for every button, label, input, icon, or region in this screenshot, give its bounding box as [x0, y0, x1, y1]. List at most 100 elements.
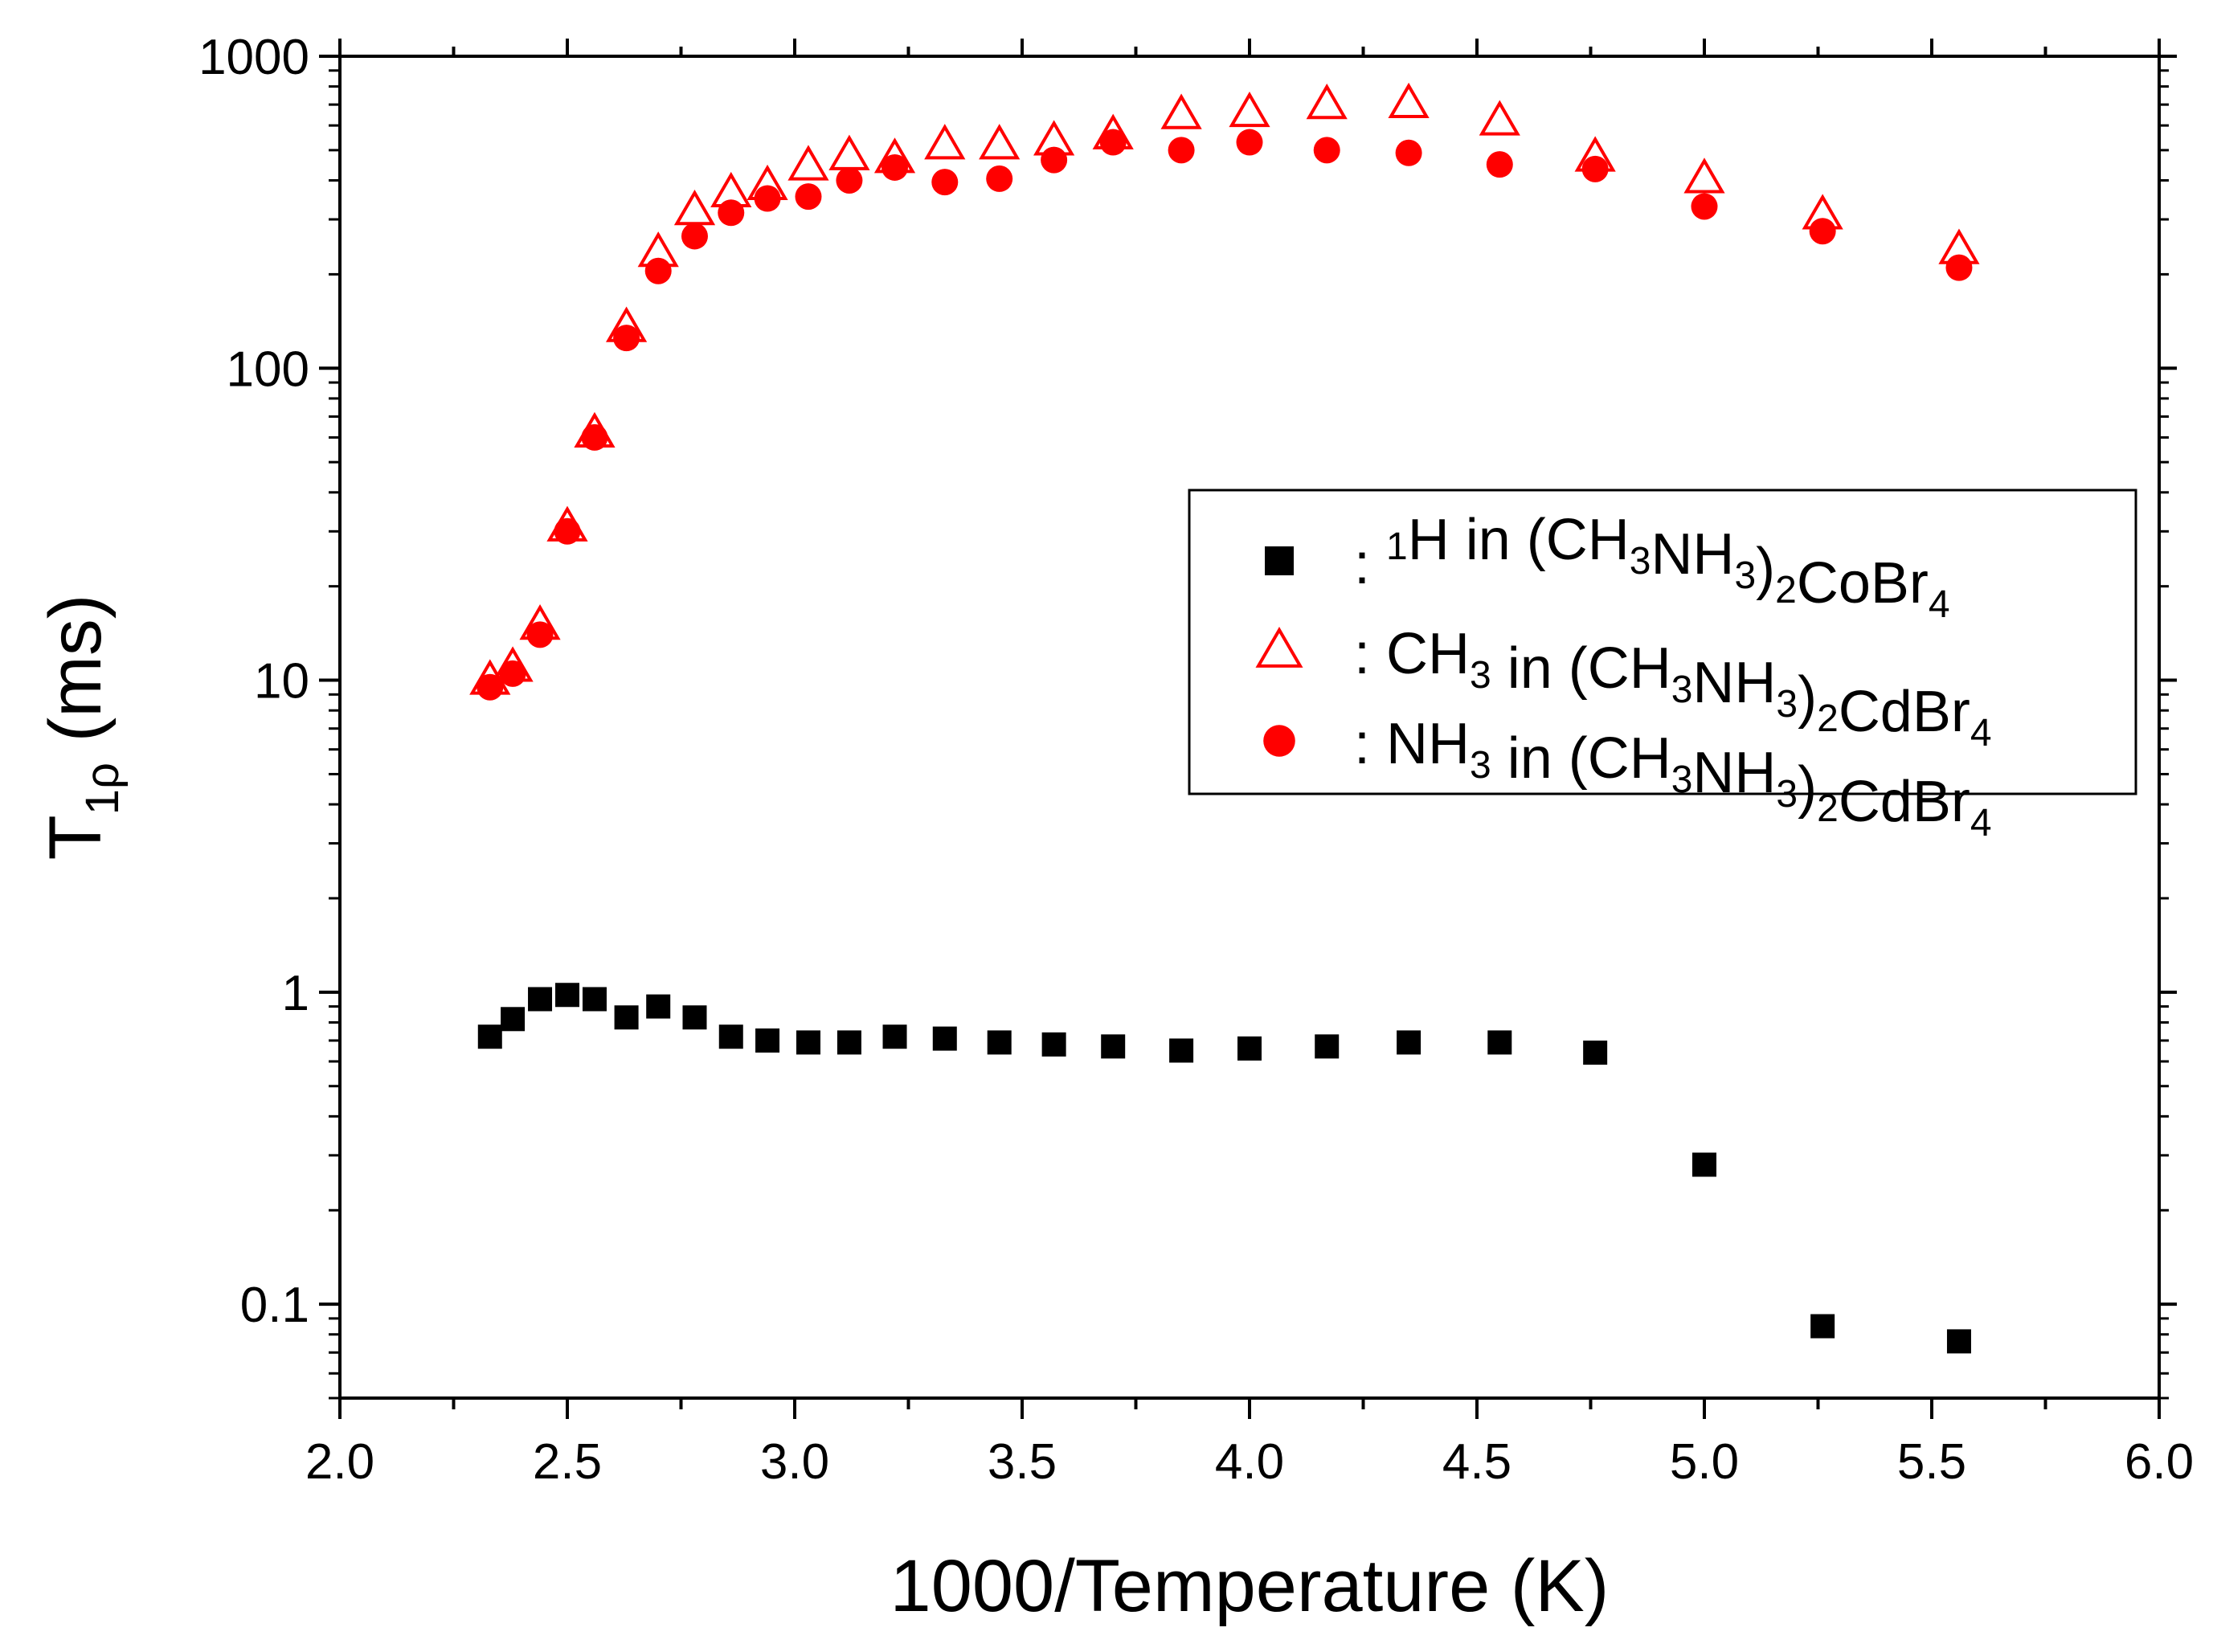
data-point — [614, 1005, 639, 1030]
x-tick-label: 4.0 — [1215, 1434, 1284, 1490]
data-point — [1315, 1034, 1340, 1059]
data-point — [1306, 84, 1348, 120]
data-point — [1041, 1032, 1066, 1057]
series-CoBr4-1H — [477, 983, 1971, 1354]
y-axis-title: T1ρ (ms) — [35, 595, 129, 861]
data-point — [787, 145, 829, 181]
data-point — [718, 199, 745, 227]
y-tick-label: 1000 — [198, 30, 309, 85]
y-ticks-group: 0.1 1 10 100 1000 — [198, 30, 2177, 1400]
legend-marker-CoBr4-1H — [1265, 546, 1294, 575]
data-point — [755, 1028, 780, 1053]
legend-marker-CdBr4-NH3 — [1263, 725, 1295, 757]
data-point — [1395, 139, 1422, 166]
legend-label-CdBr4-NH3: : NH3 in (CH3NH3)2CdBr4 — [1354, 712, 1992, 844]
x-tick-label: 3.5 — [988, 1434, 1057, 1490]
data-point — [646, 994, 671, 1019]
data-point — [526, 621, 554, 648]
data-point — [1168, 137, 1195, 164]
data-point — [710, 171, 752, 208]
x-tick-label: 3.0 — [760, 1434, 829, 1490]
x-tick-label: 5.5 — [1897, 1434, 1966, 1490]
data-point — [1101, 1034, 1126, 1059]
x-ticks-group: 2.0 2.5 3.0 3.5 4.0 4.5 5.0 5.5 6.0 — [305, 39, 2194, 1490]
data-point — [1802, 194, 1843, 230]
data-point — [1169, 1038, 1194, 1063]
data-point — [582, 987, 607, 1012]
data-point — [1479, 100, 1520, 136]
data-point — [637, 231, 679, 268]
data-point — [605, 306, 648, 342]
data-point — [469, 659, 511, 695]
data-point — [1691, 193, 1718, 220]
data-point — [828, 134, 870, 170]
data-point — [986, 165, 1013, 192]
data-point — [1486, 151, 1513, 178]
data-point — [1809, 218, 1836, 245]
data-point — [1487, 1030, 1512, 1055]
data-point — [492, 646, 534, 682]
data-point — [718, 1024, 743, 1049]
data-point — [1938, 228, 1980, 264]
data-point — [528, 987, 553, 1012]
data-point — [555, 983, 579, 1008]
data-point — [574, 411, 616, 448]
x-tick-label: 6.0 — [2125, 1434, 2194, 1490]
data-point — [1033, 120, 1075, 156]
data-point — [1160, 93, 1202, 129]
data-point — [932, 1026, 957, 1051]
y-tick-label: 10 — [254, 654, 309, 709]
data-point — [546, 505, 588, 542]
data-point — [1237, 1036, 1262, 1061]
data-point — [1388, 82, 1430, 119]
data-point — [796, 1030, 820, 1055]
data-point — [882, 153, 909, 181]
data-point — [931, 169, 959, 196]
x-tick-label: 4.5 — [1442, 1434, 1511, 1490]
legend-box — [1188, 489, 2137, 795]
data-point — [681, 223, 708, 250]
data-point — [1574, 136, 1616, 172]
data-point — [1313, 137, 1340, 164]
data-point — [747, 164, 788, 201]
data-point — [1946, 1329, 1971, 1354]
data-point — [1583, 1041, 1608, 1065]
data-point — [682, 1005, 707, 1030]
y-tick-label: 1 — [282, 966, 309, 1021]
data-point — [1229, 91, 1270, 128]
data-point — [836, 167, 863, 194]
data-point — [1092, 113, 1134, 149]
data-point — [1397, 1030, 1421, 1055]
data-point — [882, 1024, 907, 1049]
data-point — [554, 517, 581, 545]
legend-label-CdBr4-CH3: : CH3 in (CH3NH3)2CdBr4 — [1354, 622, 1992, 754]
data-point — [1683, 157, 1725, 194]
y-tick-label: 100 — [227, 341, 309, 397]
data-point — [1692, 1152, 1716, 1177]
data-point — [795, 183, 822, 211]
data-point — [613, 325, 640, 352]
y-axis-title-base: T — [35, 815, 117, 860]
series-group — [469, 82, 1980, 1354]
y-axis-title-rest: (ms) — [35, 595, 117, 763]
legend-marker-CdBr4-CH3 — [1255, 626, 1303, 668]
data-point — [979, 124, 1021, 160]
x-tick-label: 2.0 — [305, 1434, 374, 1490]
data-point — [837, 1030, 861, 1055]
data-point — [673, 190, 716, 226]
x-tick-label: 2.5 — [533, 1434, 602, 1490]
legend: : 1H in (CH3NH3)2CoBr4: CH3 in (CH3NH3)2… — [1188, 489, 2137, 844]
data-point — [1945, 254, 1973, 281]
x-tick-label: 5.0 — [1670, 1434, 1739, 1490]
y-axis-title-sub: 1ρ — [76, 763, 129, 815]
data-point — [644, 257, 672, 284]
data-point — [987, 1030, 1012, 1055]
data-point — [1810, 1314, 1835, 1339]
data-point — [1041, 146, 1068, 174]
data-point — [477, 1024, 502, 1049]
data-point — [501, 1007, 526, 1032]
data-point — [924, 124, 966, 160]
legend-label-CoBr4-1H: : 1H in (CH3NH3)2CoBr4 — [1354, 508, 1950, 626]
